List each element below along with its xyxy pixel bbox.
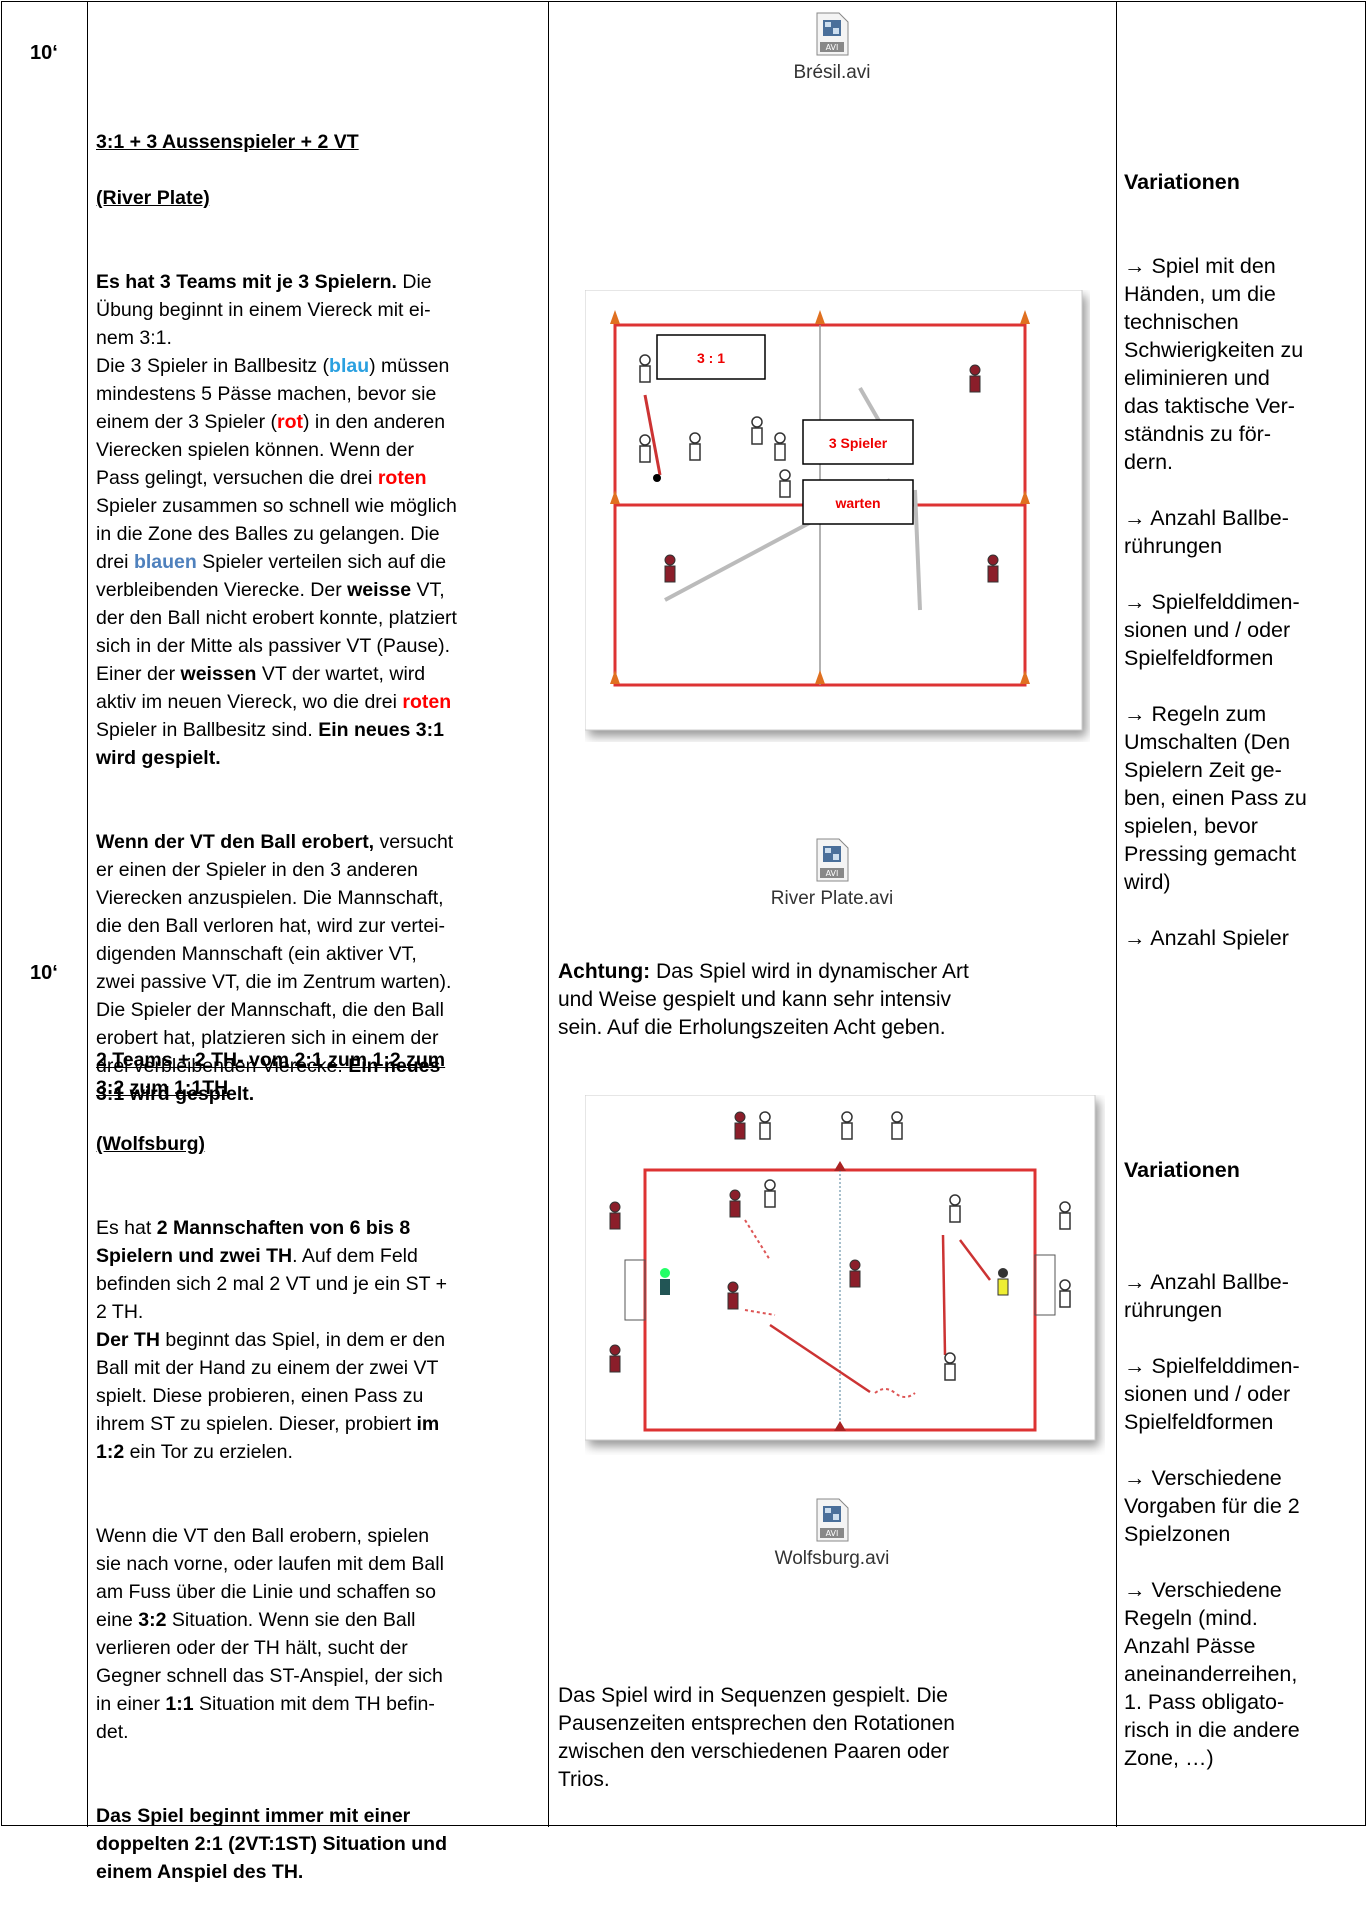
text-run: Das Spiel wird in dynamischer Art und We… [558,960,969,1039]
text-run: Spieler zusammen so schnell wie möglich … [96,495,457,573]
text-run: Wenn die VT den Ball erobern, spielen si… [96,1525,444,1631]
text-run: rot [277,411,304,433]
text-run: Spieler in Ballbesitz sind. [96,719,313,741]
variation-list: → Spiel mit den Händen, um die technisch… [1124,252,1364,952]
text-run: VT der wartet, wird aktiv im neuen Viere… [96,663,426,713]
paragraph: Es hat 3 Teams mit je 3 Spielern. Die Üb… [96,268,551,772]
variation-list: → Anzahl Ballbe- rührungen → Spielfelddim… [1124,1268,1364,1772]
variation-item: → Anzahl Ballbe- rührungen [1124,506,1289,558]
variation-item: → Verschiedene Vorgaben für die 2 Spielz… [1124,1466,1300,1546]
text-run: ein Tor zu erzielen. [124,1441,293,1463]
video-file[interactable]: AVI River Plate.avi [732,838,932,910]
svg-text:AVI: AVI [826,43,839,52]
text-run: Das Spiel wird in Sequenzen gespielt. Di… [558,1684,955,1791]
field-diagram: 3 : 1 3 Spieler warten [585,290,1083,731]
text-run: beginnt das Spiel, in dem er den Ball mi… [96,1329,446,1435]
variations-title: Variationen [1124,1158,1240,1182]
avi-icon: AVI [816,12,849,56]
exercise-subtitle: (Wolfsburg) [96,1133,206,1155]
text-run: VT, der den Ball nicht erobert konnte, p… [96,579,457,685]
column-line [1116,1,1117,1827]
variation-item: → Anzahl Spieler [1124,926,1289,950]
text-run: Spieler verteilen sich auf die verbleibe… [96,551,447,601]
text-run: Situation mit dem TH befin- det. [96,1693,435,1743]
players [609,1111,1071,1381]
text-run: blau [329,355,370,377]
diagram-label: warten [834,495,880,511]
text-run: Es hat [96,1217,157,1239]
variation-item: → Regeln zum Umschalten (Den Spielern Ze… [1124,702,1307,894]
variations: Variationen → Spiel mit den Händen, um d… [1124,140,1364,1008]
variation-item: → Spielfelddimen- sionen und / oder Spie… [1124,1354,1300,1434]
exercise-heading: 2 Teams + 2 TH- vom 2:1 zum 1:2 zum 3:2 … [96,1018,551,1914]
column-line [548,1,549,1827]
video-file[interactable]: AVI Wolfsburg.avi [732,1498,932,1570]
video-label: Wolfsburg.avi [774,1548,890,1569]
text-run: im 1:2 [96,1413,440,1463]
text-run: 1:1 [165,1693,194,1715]
duration: 10‘ [30,42,58,64]
text-run: 2 Mannschaften von 6 bis 8 Spielern und … [96,1217,411,1267]
paragraph: Es hat 2 Mannschaften von 6 bis 8 Spiele… [96,1214,551,1466]
paragraph: Wenn die VT den Ball erobern, spielen si… [96,1522,551,1746]
diagram-label: 3 : 1 [697,350,725,366]
text-run: Ein neues 3:1 wird gespielt. [96,719,444,769]
table-frame [1,1,1366,1826]
text-run: Achtung: [558,960,651,983]
variations-title: Variationen [1124,170,1240,194]
text-run: 3:2 [138,1609,167,1631]
svg-text:AVI: AVI [826,1529,839,1538]
avi-icon: AVI [816,1498,849,1542]
note: Das Spiel wird in Sequenzen gespielt. Di… [558,1682,1108,1794]
exercise-title: 3:1 + 3 Aussenspieler + 2 VT [96,131,359,153]
variation-item: → Verschiedene Regeln (mind. Anzahl Päss… [1124,1578,1300,1770]
paragraph: Das Spiel beginnt immer mit einer doppel… [96,1802,551,1886]
text-run: Es hat 3 Teams mit je 3 Spielern. [96,271,397,293]
field-diagram [585,1095,1096,1441]
text-run: blauen [133,551,197,573]
diagram-label: 3 Spieler [829,435,888,451]
text-run: Der TH [96,1329,160,1351]
text-run: . Auf dem Feld befinden sich 2 mal 2 VT … [96,1245,448,1323]
variation-item: → Spielfelddimen- sionen und / oder Spie… [1124,590,1300,670]
variations: Variationen → Anzahl Ballbe- rührungen → … [1124,1128,1364,1828]
text-run: Wenn der VT den Ball erobert, [96,831,375,853]
text-run: ) in den anderen Vierecken spielen könne… [96,411,446,489]
players [639,354,999,583]
text-run: Die Übung beginnt in einem Viereck mit e… [96,271,432,377]
variation-item: → Spiel mit den Händen, um die technisch… [1124,254,1304,474]
video-label: River Plate.avi [770,888,894,909]
variation-item: → Anzahl Ballbe- rührungen [1124,1270,1289,1322]
text-run: roten [402,691,452,713]
text-run: weissen [180,663,257,685]
text-run: weisse [347,579,412,601]
exercise-subtitle: (River Plate) [96,187,210,209]
column-line [87,1,88,1827]
text-run: versucht er einen der Spieler in den 3 a… [96,831,454,1077]
text-run: Ein neues 3:1 wird gespielt. [96,1055,441,1105]
duration: 10‘ [30,962,58,984]
video-label: Brésil.avi [793,62,871,83]
exercise-heading: 3:1 + 3 Aussenspieler + 2 VT (River Plat… [96,100,551,1136]
svg-text:AVI: AVI [826,869,839,878]
paragraph: Wenn der VT den Ball erobert, versucht e… [96,828,551,1108]
note: Achtung: Das Spiel wird in dynamischer A… [558,958,1108,1042]
avi-icon: AVI [816,838,849,882]
text-run: roten [377,467,427,489]
video-file[interactable]: AVI Brésil.avi [732,12,932,84]
text-run: Das Spiel beginnt immer mit einer doppel… [96,1805,447,1883]
exercise-title: 2 Teams + 2 TH- vom 2:1 zum 1:2 zum 3:2 … [96,1049,446,1099]
text-run: Situation. Wenn sie den Ball verlieren o… [96,1609,443,1715]
text-run: ) müssen mindestens 5 Pässe machen, bevo… [96,355,450,433]
